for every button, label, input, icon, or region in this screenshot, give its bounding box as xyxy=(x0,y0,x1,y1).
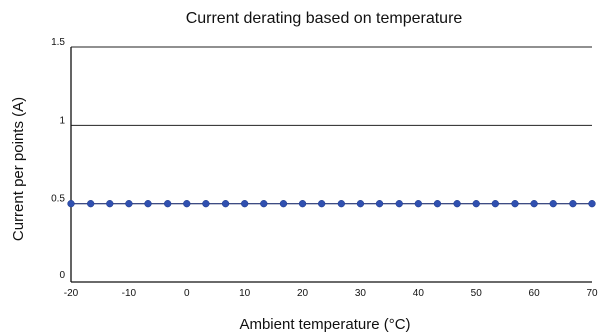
data-point xyxy=(298,200,307,208)
data-point xyxy=(588,200,596,208)
grid-lines xyxy=(71,46,592,205)
data-point xyxy=(375,200,384,208)
axes xyxy=(70,47,592,283)
data-point xyxy=(433,200,442,208)
data-point xyxy=(144,200,152,208)
data-point xyxy=(453,200,461,208)
data-point xyxy=(125,200,133,208)
y-axis-label: Current per points (A) xyxy=(10,97,27,241)
y-tick-label: 0.5 xyxy=(51,194,65,205)
x-tick-label: -20 xyxy=(64,288,79,299)
data-point xyxy=(279,200,288,208)
data-point xyxy=(337,200,345,208)
y-tick-label: 1.5 xyxy=(51,37,65,48)
y-tick-label: 0 xyxy=(59,270,65,281)
data-point xyxy=(241,200,249,208)
data-point xyxy=(511,200,519,208)
data-point xyxy=(164,200,172,208)
x-tick-label: 30 xyxy=(355,288,367,299)
tick-labels: 0 0.5 1 1.5 -20 -10 0 10 20 30 40 50 60 70 xyxy=(51,37,598,299)
x-tick-label: 20 xyxy=(297,288,309,299)
data-point xyxy=(106,200,114,208)
data-point xyxy=(569,200,577,208)
data-point xyxy=(183,200,191,208)
chart-title: Current derating based on temperature xyxy=(186,10,463,27)
data-point xyxy=(260,200,268,208)
x-tick-label: 70 xyxy=(586,288,598,299)
data-series xyxy=(67,200,596,208)
x-tick-label: 40 xyxy=(413,288,425,299)
data-point xyxy=(549,200,557,208)
x-tick-label: -10 xyxy=(122,288,137,299)
data-point xyxy=(472,200,480,208)
data-point xyxy=(87,200,95,208)
data-point xyxy=(202,200,210,208)
data-point xyxy=(414,200,422,208)
x-tick-label: 10 xyxy=(239,288,251,299)
data-point xyxy=(356,200,365,208)
data-point xyxy=(221,200,230,208)
data-point xyxy=(395,200,403,208)
x-tick-label: 50 xyxy=(471,288,483,299)
x-tick-label: 0 xyxy=(184,288,190,299)
x-axis-label: Ambient temperature (°C) xyxy=(239,316,410,333)
data-point xyxy=(318,200,326,208)
data-point xyxy=(491,200,499,208)
data-point xyxy=(67,200,75,208)
y-tick-label: 1 xyxy=(59,115,65,126)
x-tick-label: 60 xyxy=(529,288,541,299)
data-point xyxy=(530,200,538,208)
